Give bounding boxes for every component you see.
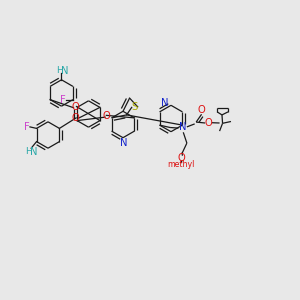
Text: H: H [25,147,32,156]
Text: F: F [61,94,66,105]
Text: O: O [103,111,110,121]
Text: N: N [30,147,38,157]
Text: N: N [120,137,127,148]
Text: N: N [61,66,69,76]
Text: O: O [178,153,186,163]
Text: O: O [205,118,213,128]
Text: H: H [56,66,63,75]
Text: O: O [198,105,206,115]
Text: O: O [71,113,79,123]
Text: N: N [161,98,168,109]
Text: F: F [24,122,29,132]
Text: N: N [179,122,186,133]
Text: O: O [71,102,79,112]
Text: methyl: methyl [167,160,194,169]
Text: S: S [132,102,138,112]
